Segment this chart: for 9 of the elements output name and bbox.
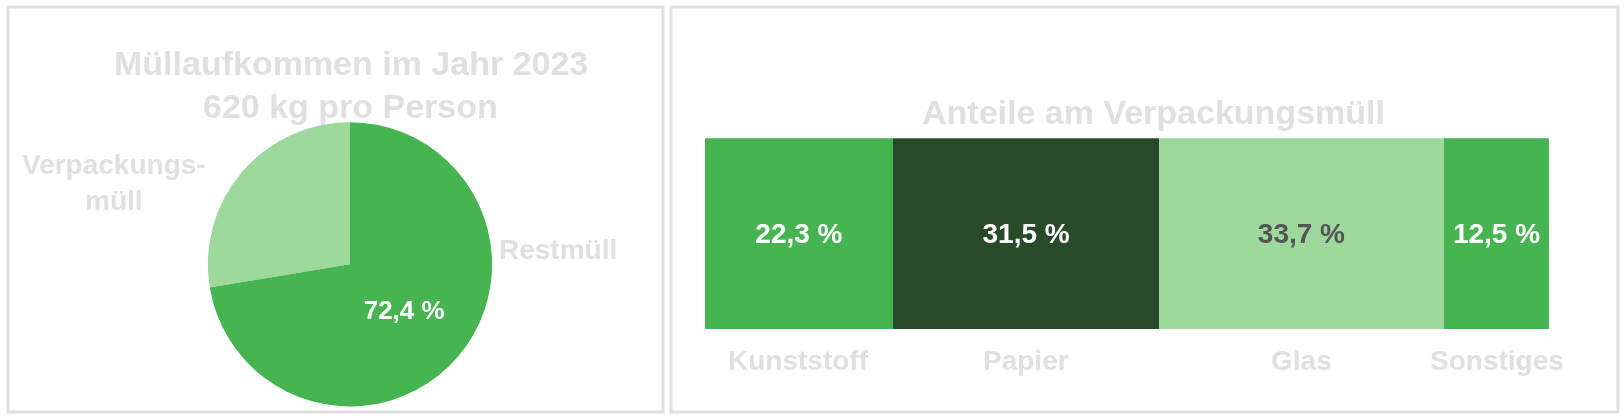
data-label: 12,5 % [1452,218,1541,250]
data-label: 31,5 % [982,218,1070,250]
data-label: 72,4 % [363,295,445,326]
bar [704,138,894,330]
data-label: 33,7 % [1257,218,1346,250]
data-label: 22,3 % [755,218,843,250]
bar [1443,138,1550,330]
bar [1159,138,1444,330]
bar [893,138,1160,330]
